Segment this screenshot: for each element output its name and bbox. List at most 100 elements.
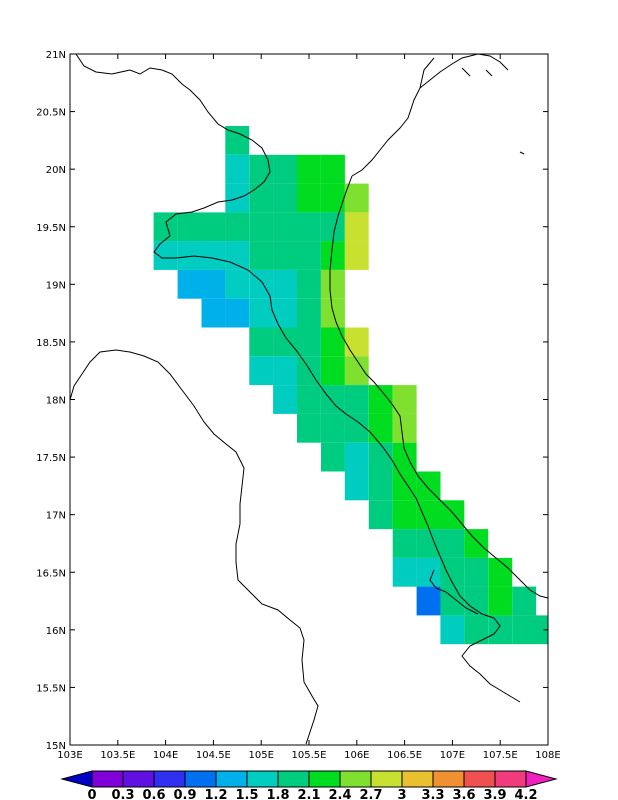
y-tick-label: 20N [46, 165, 66, 176]
heatmap-cell [297, 356, 321, 386]
heatmap-cell [344, 385, 369, 414]
heatmap-cell [249, 183, 274, 213]
colorbar-label: 0.3 [111, 788, 134, 800]
heatmap-cell [249, 327, 274, 357]
colorbar-label: 4.2 [514, 788, 537, 800]
colorbar-swatch [463, 770, 496, 788]
heatmap-cell [368, 413, 393, 443]
heatmap-cell [249, 241, 274, 270]
heatmap-cell [536, 615, 548, 645]
heatmap-cell [249, 212, 274, 242]
y-tick-label: 18N [46, 396, 66, 407]
heatmap-cell [273, 385, 297, 414]
heatmap-cell [297, 269, 321, 299]
heatmap-cell [392, 442, 417, 472]
heatmap-cell [297, 183, 321, 213]
x-tick-label: 103E [57, 750, 82, 761]
colorbar-swatch [277, 770, 310, 788]
border-laos-cambodia [429, 569, 479, 615]
heatmap-cell [297, 154, 321, 184]
colorbar-swatch [339, 770, 372, 788]
colorbar-label: 1.5 [235, 788, 258, 800]
heatmap-cell [201, 269, 226, 299]
heatmap-cell [368, 385, 393, 414]
heatmap-cell [273, 269, 297, 299]
heatmap-cell [416, 500, 441, 530]
y-tick-label: 15.5N [36, 683, 66, 694]
colorbar-swatch [184, 770, 217, 788]
y-tick-label: 20.5N [36, 108, 66, 119]
x-tick-label: 104.5E [196, 750, 231, 761]
heatmap-cell [392, 529, 417, 558]
colorbar-swatch [370, 770, 403, 788]
x-tick-label: 107.5E [483, 750, 518, 761]
coastline-north [419, 53, 509, 89]
heatmap-cell [464, 557, 489, 587]
heatmap-cell [416, 471, 441, 501]
y-tick-label: 15N [46, 741, 66, 752]
heatmap-cell [464, 529, 489, 558]
heatmap-cell [344, 241, 369, 270]
colorbar-swatch [432, 770, 465, 788]
heatmap-cell [297, 212, 321, 242]
coastline-main [329, 57, 549, 599]
x-axis-ticks: 103E 103.5E 104E 104.5E 105E 105.5E 106E 106.5E… [57, 54, 561, 761]
heatmap-cell [321, 212, 345, 242]
heatmap-cell [368, 500, 393, 530]
heatmap-cell [273, 154, 297, 184]
heatmap-cell [488, 557, 513, 587]
colorbar-label: 1.8 [266, 788, 289, 800]
heatmap-cell [392, 413, 417, 443]
heatmap-cell [273, 298, 297, 328]
heatmap-cell [297, 241, 321, 270]
heatmap-cells [153, 126, 548, 645]
colorbar-swatch [122, 770, 155, 788]
heatmap-cell [464, 586, 489, 616]
border-vn-laos [75, 53, 521, 703]
x-tick-label: 104E [153, 750, 178, 761]
heatmap-cell [416, 529, 441, 558]
y-tick-label: 16N [46, 626, 66, 637]
heatmap-cell [416, 586, 441, 616]
heatmap-cell [225, 126, 250, 155]
colorbar-label: 2.7 [359, 788, 382, 800]
heatmap-cell [440, 557, 465, 587]
heatmap-cell [440, 529, 465, 558]
heatmap-cell [297, 413, 321, 443]
colorbar: 0 0.3 0.6 0.9 1.2 1.5 1.8 2.1 2.4 2.7 3 3.3 3.6 3.9 4.… [60, 770, 558, 800]
heatmap-cell [440, 500, 465, 530]
colorbar-label: 0.6 [142, 788, 165, 800]
colorbar-label: 3.9 [483, 788, 506, 800]
colorbar-label: 0 [87, 788, 96, 800]
y-tick-label: 19N [46, 280, 66, 291]
heatmap-cell [201, 241, 226, 270]
heatmap-cell [368, 471, 393, 501]
heatmap-cell [488, 615, 513, 645]
heatmap-cell [249, 298, 274, 328]
y-tick-label: 16.5N [36, 568, 66, 579]
colorbar-swatch [308, 770, 341, 788]
x-tick-label: 106.5E [387, 750, 422, 761]
heatmap-cell [321, 413, 345, 443]
x-tick-label: 105.5E [292, 750, 327, 761]
heatmap-cell [321, 269, 345, 299]
heatmap-cell [344, 356, 369, 386]
heatmap-cell [416, 557, 441, 587]
y-tick-label: 21N [46, 50, 66, 61]
colorbar-label: 1.2 [204, 788, 227, 800]
colorbar-label: 2.1 [297, 788, 320, 800]
x-tick-label: 108E [535, 750, 560, 761]
heatmap-cell [321, 241, 345, 270]
border-laos-thailand [69, 349, 319, 745]
heatmap-cell [225, 154, 250, 184]
heatmap-cell [464, 615, 489, 645]
x-tick-label: 103.5E [100, 750, 135, 761]
heatmap-cell [392, 471, 417, 501]
heatmap-cell [297, 385, 321, 414]
heatmap-cell [321, 327, 345, 357]
heatmap-cell [368, 442, 393, 472]
heatmap-cell [344, 183, 369, 213]
heatmap-cell [512, 586, 537, 616]
y-tick-label: 19.5N [36, 223, 66, 234]
